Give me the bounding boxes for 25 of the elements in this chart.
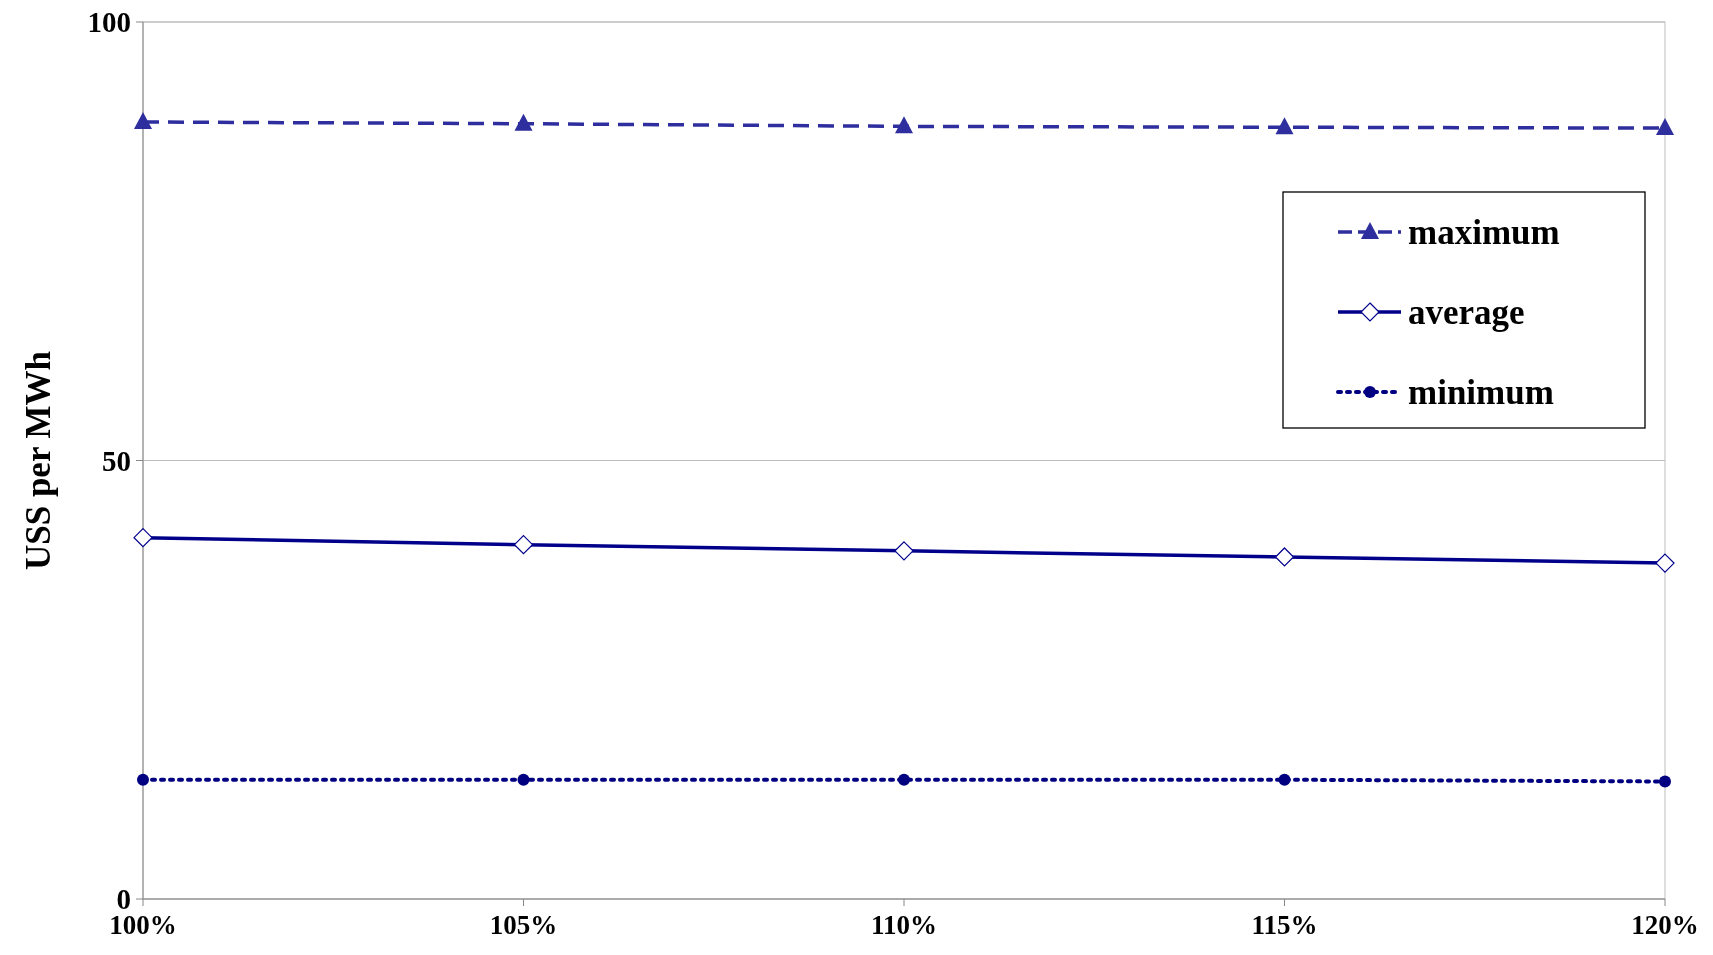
legend-label: minimum xyxy=(1408,373,1554,413)
point xyxy=(898,773,910,786)
y-tick-label: 100 xyxy=(87,6,131,39)
y-tick-label: 50 xyxy=(102,444,131,477)
point xyxy=(134,111,152,129)
x-tick-label: 120% xyxy=(1631,910,1699,940)
point xyxy=(513,535,534,555)
point xyxy=(1275,117,1294,135)
x-tick-label: 115% xyxy=(1251,910,1318,940)
point xyxy=(1274,547,1295,567)
legend-label: maximum xyxy=(1408,213,1560,253)
point xyxy=(137,773,149,786)
point xyxy=(517,773,530,786)
point xyxy=(1655,553,1675,573)
point xyxy=(895,116,913,134)
x-tick-label: 105% xyxy=(489,910,558,940)
point xyxy=(1278,773,1291,786)
point xyxy=(1656,118,1674,136)
point xyxy=(133,528,153,548)
x-tick-label: 110% xyxy=(870,910,938,940)
y-axis-title: USS per MWh xyxy=(19,350,58,571)
legend-label: average xyxy=(1408,293,1525,333)
point xyxy=(1659,775,1671,788)
point xyxy=(514,113,533,131)
point xyxy=(894,541,914,561)
